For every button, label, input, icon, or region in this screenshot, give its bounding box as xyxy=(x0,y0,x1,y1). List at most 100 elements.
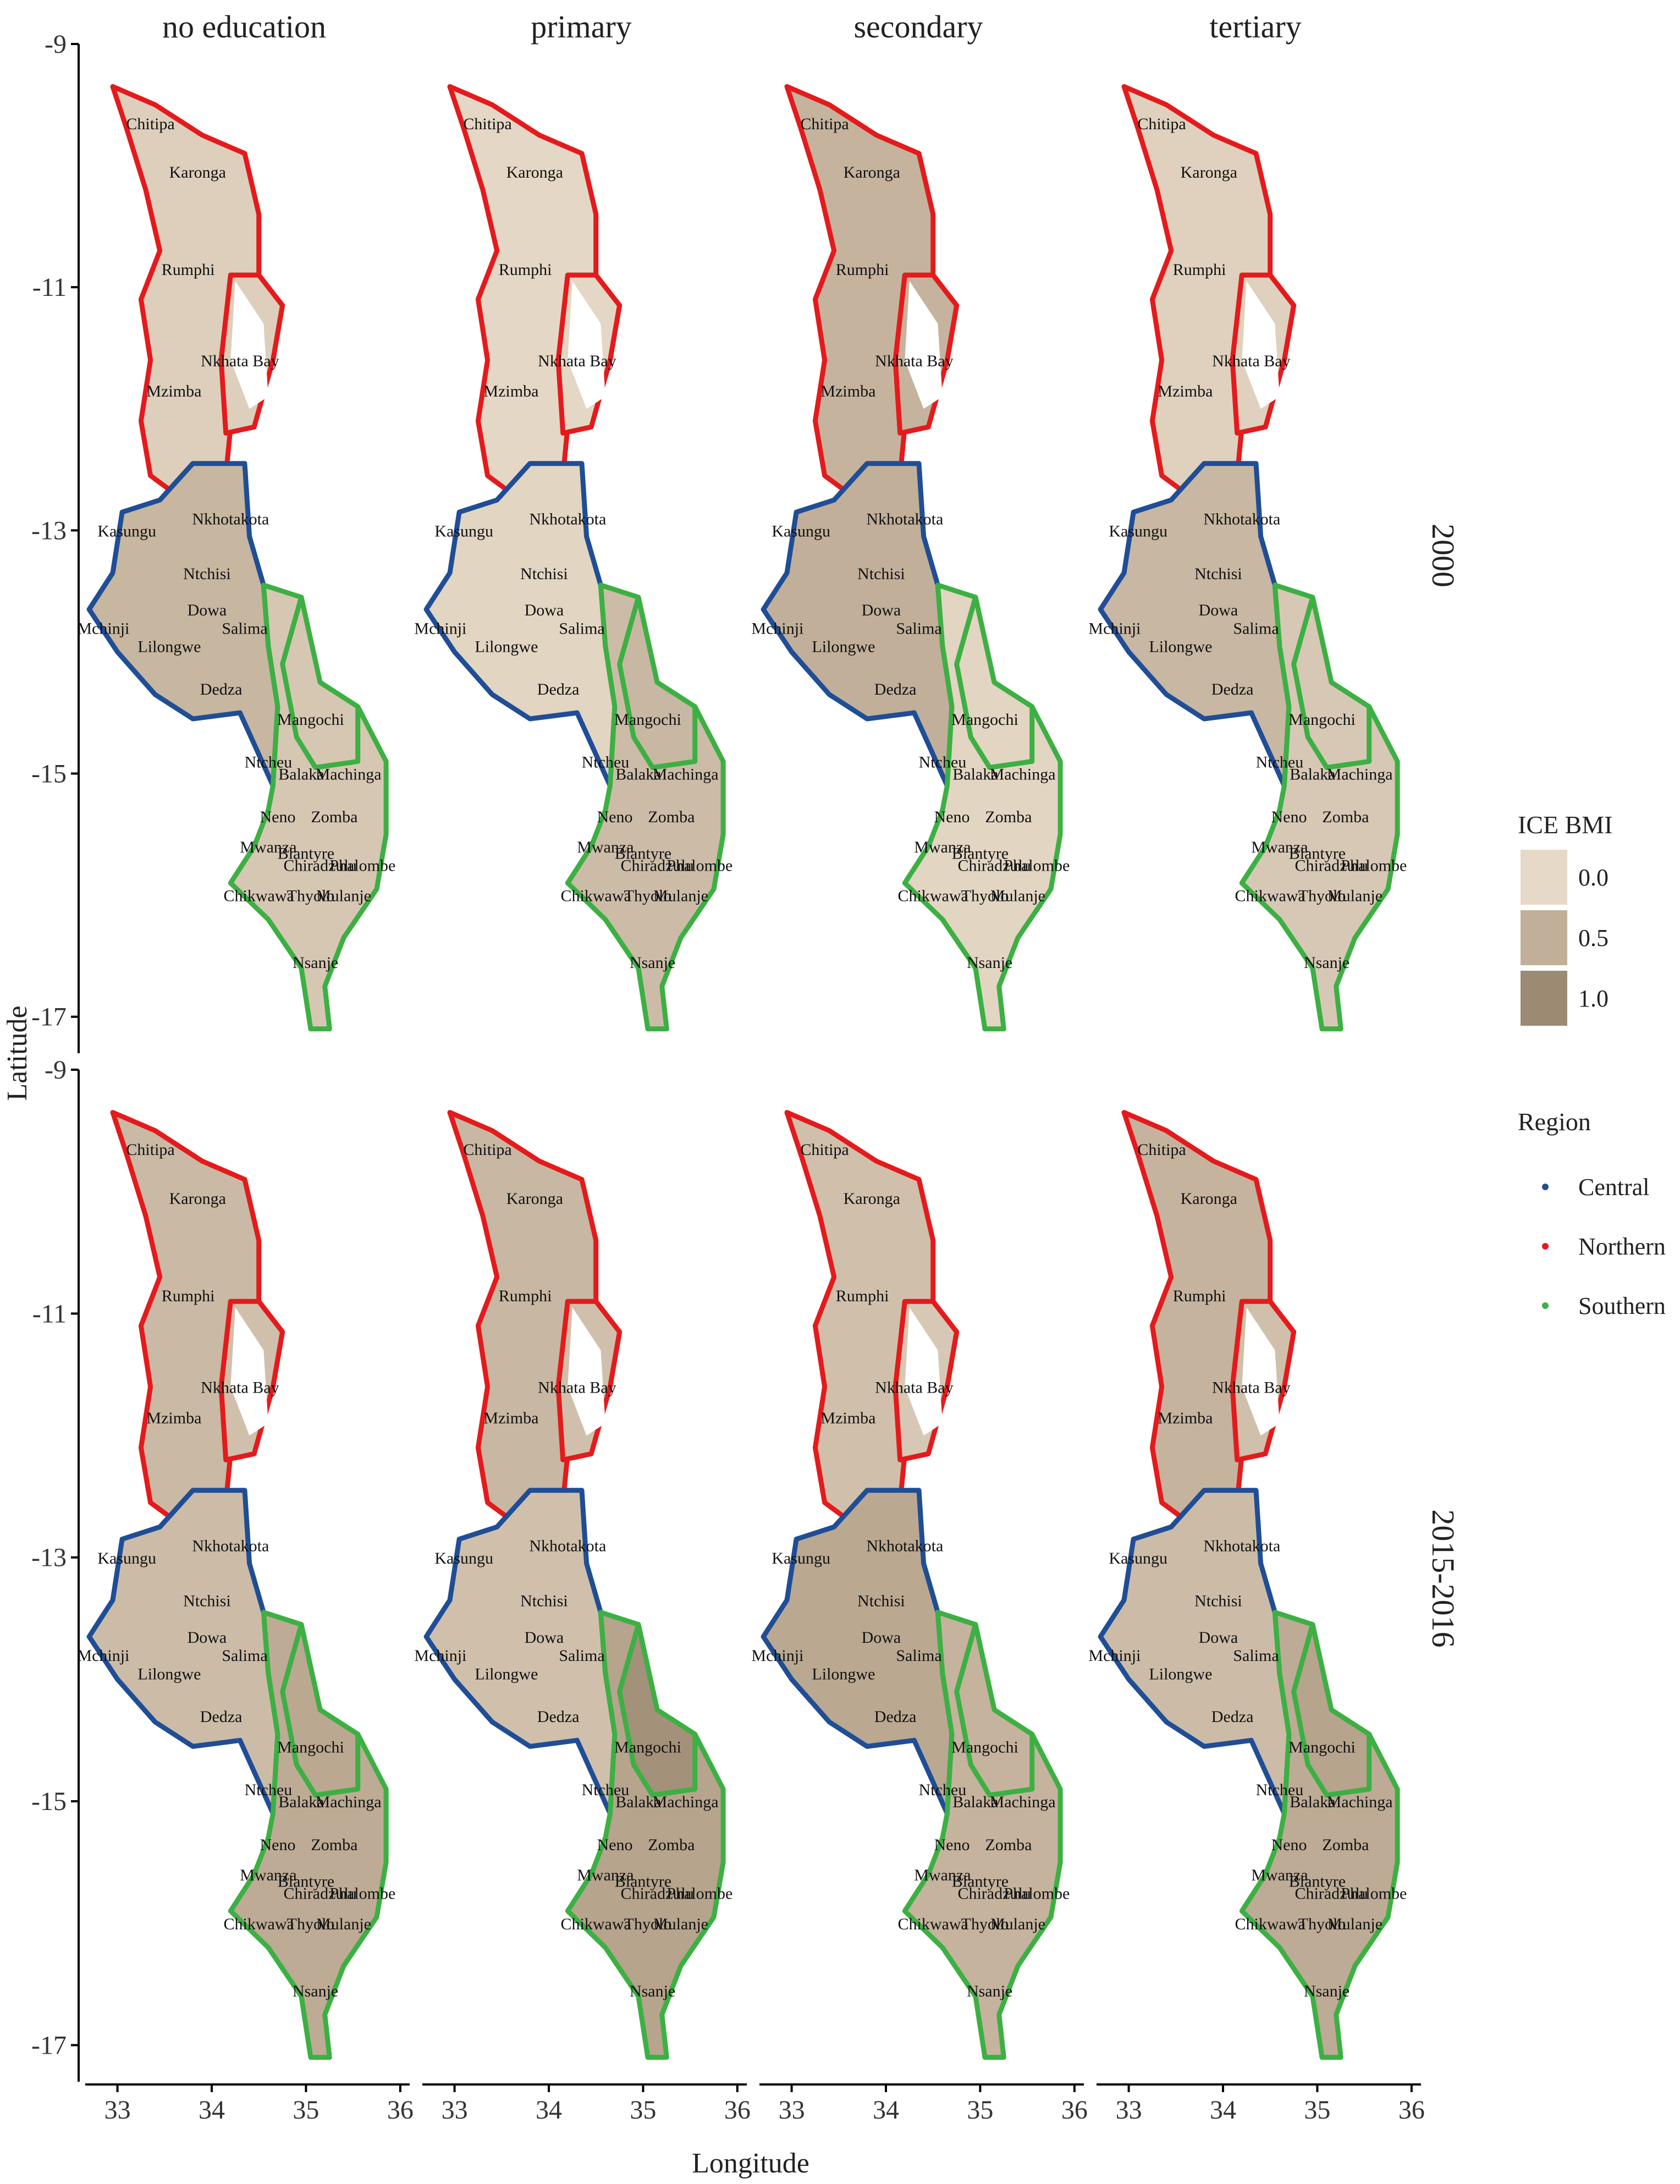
district-label: Zomba xyxy=(1322,808,1369,826)
district-label: Salima xyxy=(896,619,941,637)
fill-legend-swatch-0 xyxy=(1521,850,1567,905)
district-label: Mwanza xyxy=(577,838,634,856)
district-label: Neno xyxy=(260,808,296,826)
district-label: Salima xyxy=(1233,1647,1279,1665)
district-label: Ntcheu xyxy=(919,753,967,772)
district-label: Dowa xyxy=(862,601,901,619)
district-label: Dowa xyxy=(862,1629,901,1647)
district-label: Chitipa xyxy=(463,1141,511,1159)
lake-area xyxy=(1242,281,1280,409)
district-label: Lilongwe xyxy=(1149,637,1212,656)
strip-row-2: 2015-2016 xyxy=(1425,1509,1461,1647)
region-polygon xyxy=(1239,1610,1400,2060)
x-tick-label: 33 xyxy=(104,2095,131,2125)
district-label: Mulanje xyxy=(1328,887,1382,905)
region-polygon xyxy=(228,1610,389,2060)
district-label: Ntchisi xyxy=(520,565,568,583)
district-label: Balaka xyxy=(1290,1793,1335,1811)
district-label: Neno xyxy=(1271,808,1307,826)
district-label: Thyolo xyxy=(961,887,1009,905)
district-label: Dedza xyxy=(537,1708,580,1726)
x-tick-label: 33 xyxy=(442,2095,468,2125)
district-label: Mangochi xyxy=(1288,1738,1356,1756)
district-label: Mulanje xyxy=(316,887,371,905)
region-polygon xyxy=(86,461,280,789)
x-tick-label: 34 xyxy=(199,2095,225,2125)
district-label: Mchinji xyxy=(1088,619,1141,637)
district-label: Neno xyxy=(597,1836,633,1854)
district-label: Mangochi xyxy=(1288,711,1356,729)
district-label: Neno xyxy=(934,1836,970,1854)
district-label: Lilongwe xyxy=(137,637,201,656)
district-label: Dedza xyxy=(1211,680,1254,698)
lake-area xyxy=(568,281,605,409)
region-legend-label-southern: Southern xyxy=(1578,1292,1666,1319)
district-label: Zomba xyxy=(985,1836,1032,1854)
district-label: Rumphi xyxy=(1173,1287,1226,1305)
region-polygon xyxy=(617,595,698,770)
fill-legend-title: ICE BMI xyxy=(1518,811,1613,839)
district-label: Mangochi xyxy=(277,1738,344,1756)
district-label: Mwanza xyxy=(1251,838,1308,856)
region-legend-label-central: Central xyxy=(1578,1174,1650,1201)
region-polygon xyxy=(761,461,955,789)
district-label: Salima xyxy=(559,619,604,637)
district-label: Nkhotakota xyxy=(192,510,269,528)
district-label: Ntcheu xyxy=(245,1781,293,1799)
district-label: Mchinji xyxy=(751,1647,803,1665)
district-label: Dowa xyxy=(525,601,564,619)
district-label: Ntchisi xyxy=(1194,565,1242,583)
district-label: Ntchisi xyxy=(1194,1592,1242,1610)
district-label: Dedza xyxy=(874,1708,917,1726)
strip-col-1: no education xyxy=(162,9,326,45)
district-label: Chiradzulu xyxy=(620,856,693,874)
district-label: Nkhotakota xyxy=(866,1537,943,1555)
district-label: Machinga xyxy=(1327,766,1393,784)
district-label: Mulanje xyxy=(990,1915,1045,1933)
district-label: Dedza xyxy=(537,680,580,698)
district-label: Mulanje xyxy=(316,1915,371,1933)
district-label: Mangochi xyxy=(277,711,344,729)
district-label: Chikwawa xyxy=(898,887,968,905)
district-label: Blantyre xyxy=(278,844,334,862)
region-polygon xyxy=(1098,1488,1292,1816)
district-label: Nsanje xyxy=(293,954,338,972)
district-label: Thyolo xyxy=(624,887,672,905)
district-label: Ntcheu xyxy=(245,753,293,772)
district-label: Nkhotakota xyxy=(192,1537,269,1555)
region-polygon xyxy=(954,595,1035,770)
district-label: Mwanza xyxy=(577,1866,634,1884)
district-label: Kasungu xyxy=(97,522,156,540)
district-label: Machinga xyxy=(653,1793,719,1811)
x-tick-label: 35 xyxy=(630,2095,656,2125)
district-label: Nsanje xyxy=(967,954,1012,972)
district-label: Karonga xyxy=(1181,163,1237,181)
district-label: Thyolo xyxy=(624,1915,672,1933)
district-label: Ntchisi xyxy=(183,565,231,583)
district-label: Phalombe xyxy=(667,856,732,874)
district-label: Rumphi xyxy=(499,261,552,279)
district-label: Machinga xyxy=(316,1793,382,1811)
x-axis-title: Longitude xyxy=(692,2148,809,2179)
district-label: Lilongwe xyxy=(1149,1665,1212,1683)
district-label: Dedza xyxy=(200,1708,243,1726)
fill-legend-swatch-1 xyxy=(1521,910,1567,965)
district-label: Rumphi xyxy=(162,261,215,279)
y-tick-label: -13 xyxy=(31,1543,67,1572)
district-label: Zomba xyxy=(648,1836,695,1854)
strip-col-4: tertiary xyxy=(1209,9,1301,45)
x-tick-label: 35 xyxy=(1304,2095,1330,2125)
district-label: Nkhata Bay xyxy=(875,352,953,370)
district-label: Nkhata Bay xyxy=(201,1379,279,1397)
district-label: Zomba xyxy=(985,808,1032,826)
district-label: Mulanje xyxy=(990,887,1045,905)
district-label: Nkhata Bay xyxy=(1212,352,1290,370)
district-label: Lilongwe xyxy=(137,1665,201,1683)
district-label: Nsanje xyxy=(630,1982,675,2000)
district-label: Nkhata Bay xyxy=(875,1379,953,1397)
district-label: Nkhotakota xyxy=(529,510,606,528)
district-label: Ntchisi xyxy=(183,1592,231,1610)
district-label: Ntcheu xyxy=(582,1781,630,1799)
district-label: Nsanje xyxy=(1304,1982,1349,2000)
district-label: Balaka xyxy=(952,1793,998,1811)
